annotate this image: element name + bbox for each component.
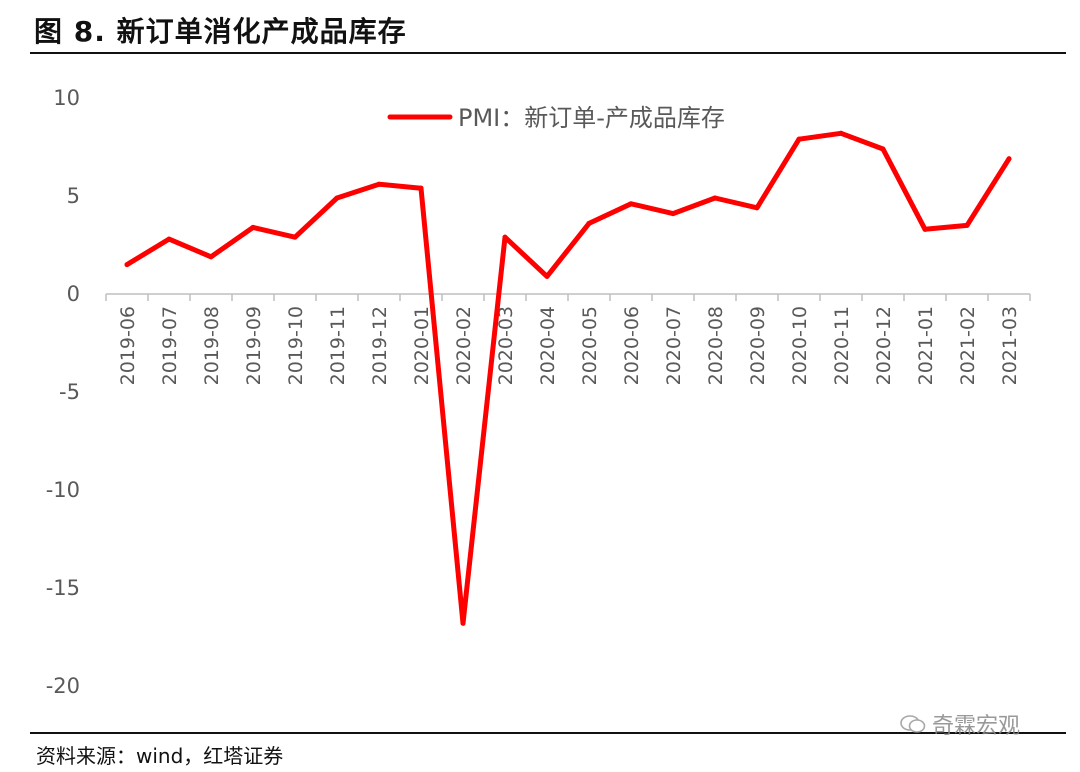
data-point (922, 226, 928, 232)
x-tick-label: 2020-11 (831, 306, 853, 385)
x-tick-label: 2020-06 (621, 306, 643, 385)
x-tick-label: 2020-01 (411, 306, 433, 385)
series-line (124, 130, 1012, 626)
data-point (418, 185, 424, 191)
data-point (796, 136, 802, 142)
x-tick-label: 2019-07 (159, 306, 181, 385)
x-tick-label: 2020-04 (537, 306, 559, 385)
data-point (754, 205, 760, 211)
wechat-icon (900, 714, 926, 734)
top-rule (30, 52, 1066, 54)
x-axis-labels: 2019-06 2019-07 2019-08 2019-09 2019-10 2019-… (117, 306, 1021, 385)
y-axis-ticks: 10 5 0 -5 -10 -15 -20 (46, 86, 80, 698)
data-point (1006, 156, 1012, 162)
data-point (628, 201, 634, 207)
data-point (334, 195, 340, 201)
x-tick-label: 2021-01 (915, 306, 937, 385)
x-tick-label: 2020-10 (789, 306, 811, 385)
y-tick-label: 5 (67, 184, 80, 208)
data-point (292, 234, 298, 240)
x-tick-label: 2019-06 (117, 306, 139, 385)
x-tick-label: 2020-02 (453, 306, 475, 385)
watermark: 奇霖宏观 (900, 708, 1020, 740)
x-tick-label: 2019-11 (327, 306, 349, 385)
data-point (670, 211, 676, 217)
x-tick-label: 2020-07 (663, 306, 685, 385)
data-point (208, 254, 214, 260)
x-tick-label: 2019-08 (201, 306, 223, 385)
data-point (166, 236, 172, 242)
data-point (838, 130, 844, 136)
watermark-text: 奇霖宏观 (932, 714, 1021, 739)
x-tick-label: 2020-03 (495, 306, 517, 385)
data-point (124, 262, 130, 268)
data-point (586, 220, 592, 226)
x-tick-label: 2019-12 (369, 306, 391, 385)
figure-title: 图 8. 新订单消化产成品库存 (34, 15, 407, 48)
source-note: 资料来源：wind，红塔证券 (36, 744, 284, 768)
x-tick-label: 2020-08 (705, 306, 727, 385)
x-tick-label: 2020-12 (873, 306, 895, 385)
x-tick-label: 2020-09 (747, 306, 769, 385)
data-point (544, 273, 550, 279)
bottom-rule (30, 732, 1066, 734)
x-tick-label: 2019-09 (243, 306, 265, 385)
x-tick-label: 2019-10 (285, 306, 307, 385)
y-tick-label: -5 (59, 380, 80, 404)
y-tick-label: -15 (46, 576, 80, 600)
y-tick-label: 10 (53, 86, 80, 110)
legend: PMI：新订单-产成品库存 (387, 104, 725, 132)
data-point (460, 620, 466, 626)
x-tick-label: 2020-05 (579, 306, 601, 385)
y-tick-label: -10 (46, 478, 80, 502)
y-tick-label: -20 (46, 674, 80, 698)
data-point (964, 222, 970, 228)
series-layer (124, 130, 1012, 626)
data-point (376, 181, 382, 187)
x-tick-label: 2021-03 (999, 306, 1021, 385)
data-point (712, 195, 718, 201)
data-point (250, 224, 256, 230)
x-tick-label: 2021-02 (957, 306, 979, 385)
legend-label: PMI：新订单-产成品库存 (458, 104, 725, 132)
y-tick-label: 0 (67, 282, 80, 306)
x-axis-ticks (105, 294, 1031, 301)
data-point (502, 234, 508, 240)
data-point (880, 146, 886, 152)
